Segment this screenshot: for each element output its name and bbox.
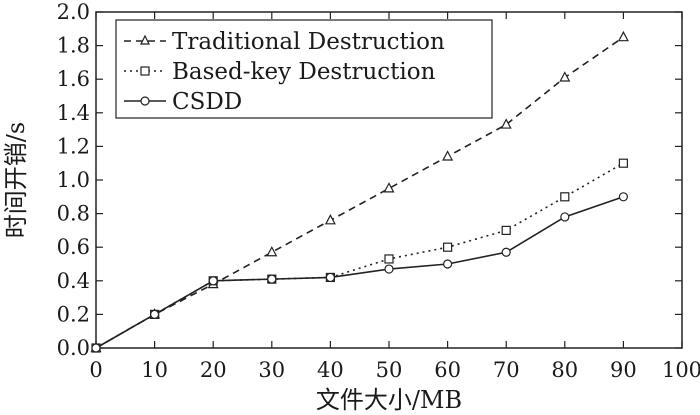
- data-point-circle: [150, 309, 160, 319]
- legend: Traditional Destruction Based-key Destru…: [115, 19, 493, 119]
- y-axis: 0.0 0.2 0.4 0.6 0.8 1.0 1.2 1.4 1.6 1.8 2.0: [57, 0, 682, 360]
- data-point-square: [618, 158, 629, 168]
- series-line: [95, 36, 624, 349]
- y-tick-label: 2.0: [57, 0, 90, 24]
- data-point-circle: [560, 212, 570, 222]
- data-point-triangle: [266, 245, 278, 257]
- legend-label-based-key: Based-key Destruction: [172, 59, 436, 85]
- data-point-circle: [443, 259, 453, 269]
- y-axis-title: 时间开销/s: [2, 122, 30, 238]
- y-tick-label: 1.6: [57, 67, 90, 91]
- series-line: [95, 162, 624, 349]
- data-point-square: [560, 192, 570, 202]
- x-tick-label: 100: [662, 358, 700, 382]
- y-tick-label: 0.8: [57, 202, 90, 226]
- x-axis-title: 文件大小/MB: [316, 386, 462, 414]
- data-point-circle: [208, 276, 218, 286]
- data-point-circle: [267, 274, 277, 284]
- y-tick-label: 0.2: [57, 302, 90, 326]
- data-point-square: [384, 254, 394, 264]
- series-line: [95, 196, 624, 349]
- x-tick-label: 10: [141, 358, 168, 382]
- legend-triangle-icon: [140, 34, 150, 45]
- y-tick-label: 1.0: [57, 168, 90, 192]
- data-point-square: [443, 242, 453, 252]
- data-point-triangle: [500, 118, 512, 129]
- y-tick-label: 1.2: [57, 134, 90, 158]
- series-circle: [91, 192, 629, 353]
- x-tick-label: 90: [610, 358, 637, 382]
- y-tick-label: 1.4: [57, 101, 90, 125]
- data-point-triangle: [559, 71, 571, 82]
- legend-box: [115, 19, 493, 119]
- legend-square-icon: [140, 66, 150, 76]
- data-point-circle: [618, 192, 629, 202]
- legend-label-traditional: Traditional Destruction: [172, 29, 445, 55]
- y-tick-label: 0.6: [57, 235, 90, 259]
- x-tick-label: 30: [258, 358, 285, 382]
- legend-circle-icon: [140, 96, 150, 106]
- series-layer: [90, 30, 629, 353]
- y-tick-label: 0.4: [57, 269, 90, 293]
- data-point-circle: [91, 343, 101, 353]
- data-point-triangle: [617, 30, 629, 42]
- y-tick-label: 0.0: [57, 336, 90, 360]
- data-point-circle: [325, 272, 335, 283]
- data-point-triangle: [383, 182, 395, 193]
- legend-label-csdd: CSDD: [172, 89, 242, 115]
- x-axis: 0 10 20 30 40 50 60 70 80 90 100: [89, 12, 700, 382]
- legend-item-csdd: CSDD: [124, 89, 242, 115]
- x-tick-label: 50: [376, 358, 403, 382]
- x-tick-label: 70: [493, 358, 520, 382]
- legend-item-traditional: Traditional Destruction: [124, 29, 445, 55]
- data-point-circle: [384, 264, 394, 274]
- x-tick-label: 20: [200, 358, 227, 382]
- data-point-circle: [501, 247, 511, 257]
- legend-item-based-key: Based-key Destruction: [124, 59, 436, 85]
- x-tick-label: 40: [317, 358, 344, 382]
- x-tick-label: 60: [434, 358, 461, 382]
- data-point-triangle: [324, 214, 336, 225]
- x-tick-label: 80: [551, 358, 578, 382]
- x-tick-label: 0: [89, 358, 102, 382]
- series-square: [91, 158, 629, 353]
- data-point-triangle: [442, 150, 454, 161]
- y-tick-label: 1.8: [57, 34, 90, 58]
- data-point-square: [501, 225, 511, 235]
